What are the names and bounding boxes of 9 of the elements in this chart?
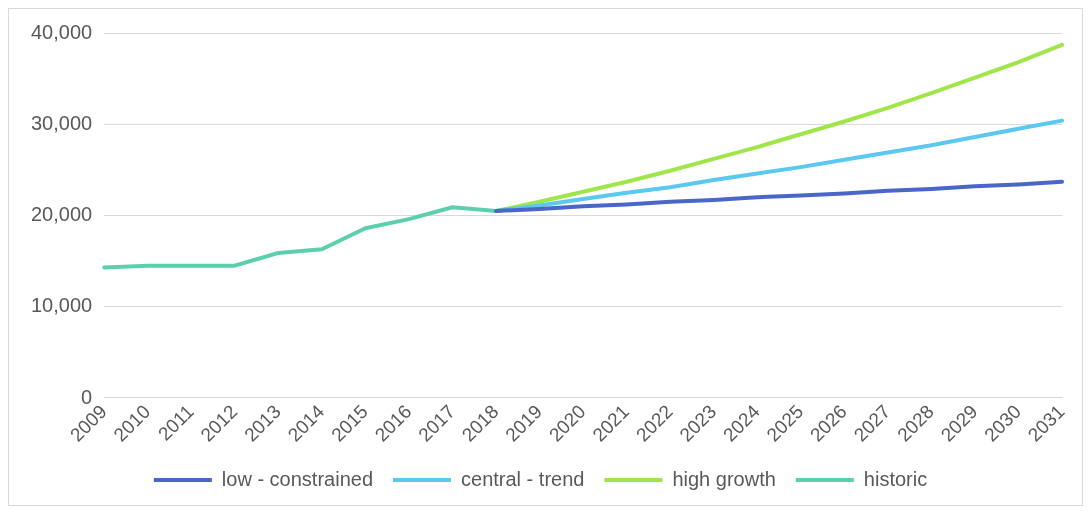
legend-label: historic: [863, 467, 928, 490]
y-tick-label: 20,000: [31, 203, 93, 226]
legend-label: low - constrained: [221, 467, 374, 490]
y-tick-label: 40,000: [31, 20, 93, 43]
y-tick-label: 10,000: [31, 294, 93, 317]
legend-label: high growth: [672, 467, 776, 490]
legend-label: central - trend: [461, 467, 585, 490]
y-tick-label: 0: [81, 385, 93, 408]
y-tick-label: 30,000: [31, 111, 93, 134]
